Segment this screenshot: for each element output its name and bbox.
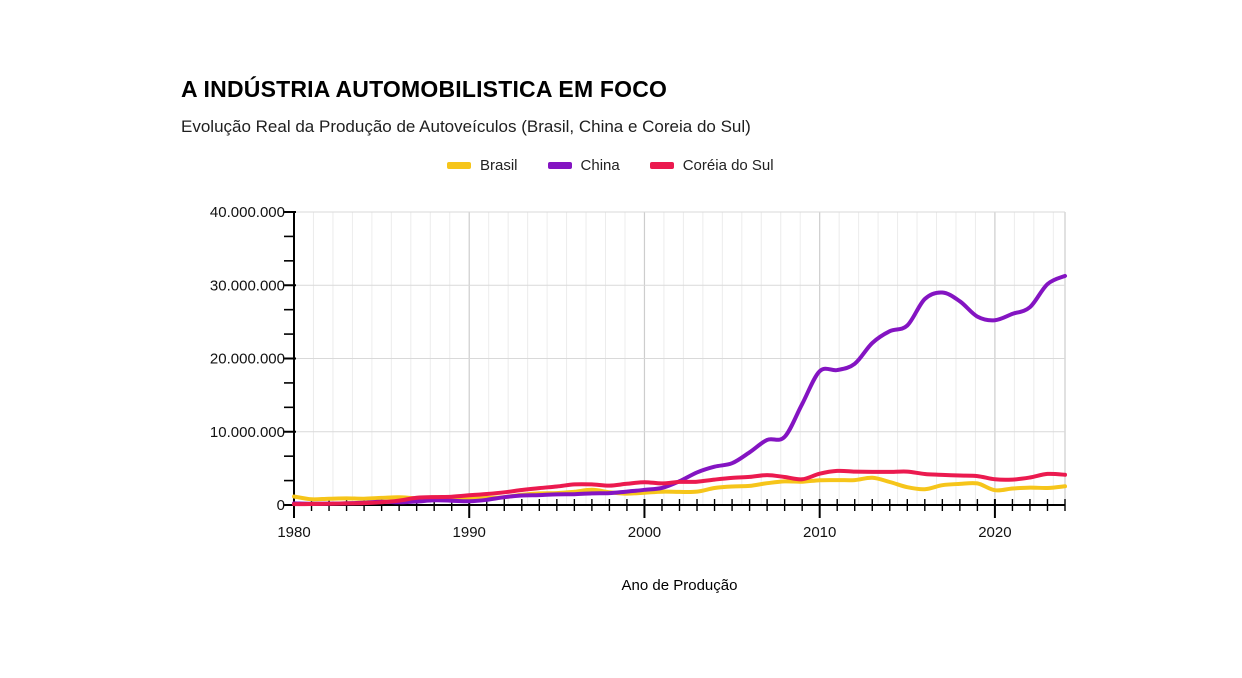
y-tick-label: 30.000.000 xyxy=(210,277,285,294)
y-tick-label: 40.000.000 xyxy=(210,204,285,221)
y-tick-label: 10.000.000 xyxy=(210,424,285,441)
legend-item-china: China xyxy=(547,157,620,174)
chart-title: A INDÚSTRIA AUTOMOBILISTICA EM FOCO xyxy=(181,76,668,102)
x-tick-label: 1980 xyxy=(277,524,310,541)
x-tick-label: 2010 xyxy=(803,524,836,541)
legend-swatch xyxy=(649,162,674,169)
x-axis-title: Ano de Produção xyxy=(621,577,738,594)
legend-item-brasil: Brasil xyxy=(447,157,518,174)
chart-subtitle: Evolução Real da Produção de Autoveículo… xyxy=(181,117,751,136)
x-tick-label: 2020 xyxy=(978,524,1011,541)
legend-label: China xyxy=(580,157,620,174)
legend-label: Brasil xyxy=(480,157,518,174)
x-tick-label: 1990 xyxy=(453,524,486,541)
chart-legend: Brasil China Coréia do Sul xyxy=(447,157,774,174)
legend-label: Coréia do Sul xyxy=(682,157,774,174)
x-tick-label: 2000 xyxy=(628,524,661,541)
legend-swatch xyxy=(447,162,471,169)
y-tick-label: 0 xyxy=(277,497,285,514)
y-tick-label: 20.000.000 xyxy=(210,351,285,368)
series-line-cor-ia-do-sul xyxy=(292,468,1067,507)
series-line-china xyxy=(292,273,1067,506)
legend-item-cor-ia-do-sul: Coréia do Sul xyxy=(649,157,774,174)
legend-swatch xyxy=(547,162,572,169)
